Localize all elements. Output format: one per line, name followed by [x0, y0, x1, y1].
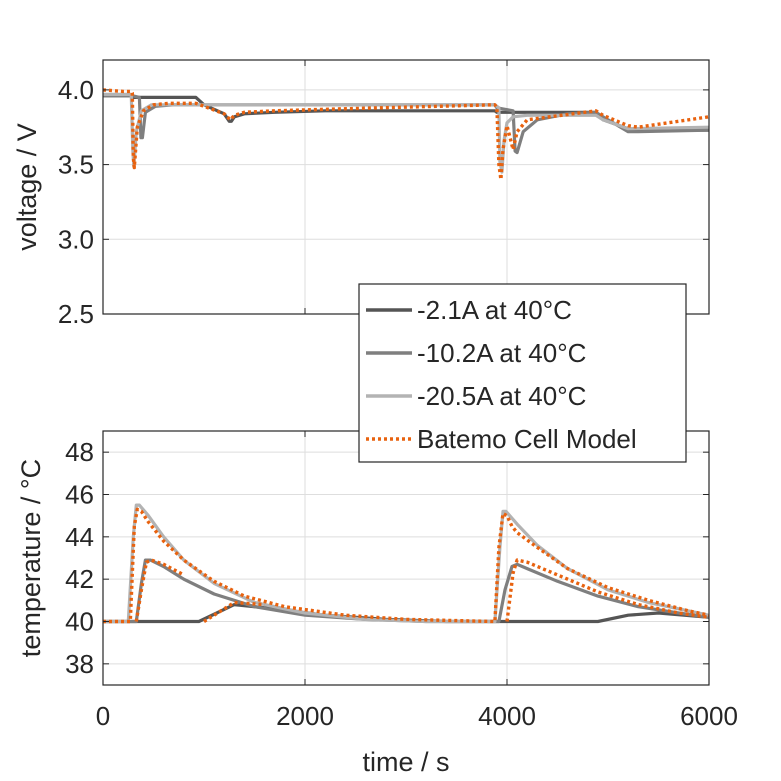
temperature-ytick-label: 44 [65, 522, 94, 552]
temperature-ytick-label: 46 [65, 480, 94, 510]
legend-label-1: -10.2A at 40°C [417, 338, 586, 368]
voltage-ticks: 2.5 3.0 3.5 4.0 [58, 60, 710, 329]
temperature-ytick-label: 40 [65, 607, 94, 637]
voltage-axes: 2.5 3.0 3.5 4.0 voltage / V [12, 59, 710, 329]
temperature-ylabel: temperature / °C [16, 459, 46, 657]
voltage-ytick-label: 4.0 [58, 75, 94, 105]
temperature-series-batemo-cell-model-3 [103, 507, 709, 624]
temperature-axes: 0 2000 4000 6000 38 40 42 44 46 48 temperature / … [16, 430, 738, 777]
temperature-plot-area [103, 431, 709, 685]
voltage-ytick-label: 3.5 [58, 150, 94, 180]
voltage-grid [103, 60, 709, 314]
temperature-xtick-label: 6000 [680, 701, 738, 731]
temperature-ytick-label: 48 [65, 437, 94, 467]
voltage-ytick-label: 2.5 [58, 299, 94, 329]
temperature-xlabel: time / s [362, 747, 449, 777]
voltage-ytick-label: 3.0 [58, 224, 94, 254]
temperature-ticks: 0 2000 4000 6000 38 40 42 44 46 48 [65, 431, 738, 731]
temperature-xtick-label: 0 [96, 701, 110, 731]
temperature-series-batemo-cell-model-6 [203, 600, 265, 623]
temperature-ytick-label: 42 [65, 564, 94, 594]
legend-entries: -2.1A at 40°C -10.2A at 40°C -20.5A at 40°… [366, 295, 637, 454]
temperature-ytick-label: 38 [65, 649, 94, 679]
legend-label-0: -2.1A at 40°C [417, 295, 572, 325]
voltage-ylabel: voltage / V [12, 123, 42, 251]
legend-label-2: -20.5A at 40°C [417, 381, 586, 411]
voltage-plot-area [103, 60, 709, 314]
temperature-series [103, 503, 709, 624]
temperature-xtick-label: 4000 [478, 701, 536, 731]
voltage-series-batemo-cell-model-3 [103, 88, 709, 182]
legend-label-3: Batemo Cell Model [417, 424, 637, 454]
temperature-xtick-label: 2000 [276, 701, 334, 731]
voltage-series [103, 88, 709, 182]
legend-box [358, 283, 687, 463]
temperature-series-batemo-cell-model-4 [134, 558, 185, 622]
legend: -2.1A at 40°C -10.2A at 40°C -20.5A at 40°… [358, 283, 687, 463]
